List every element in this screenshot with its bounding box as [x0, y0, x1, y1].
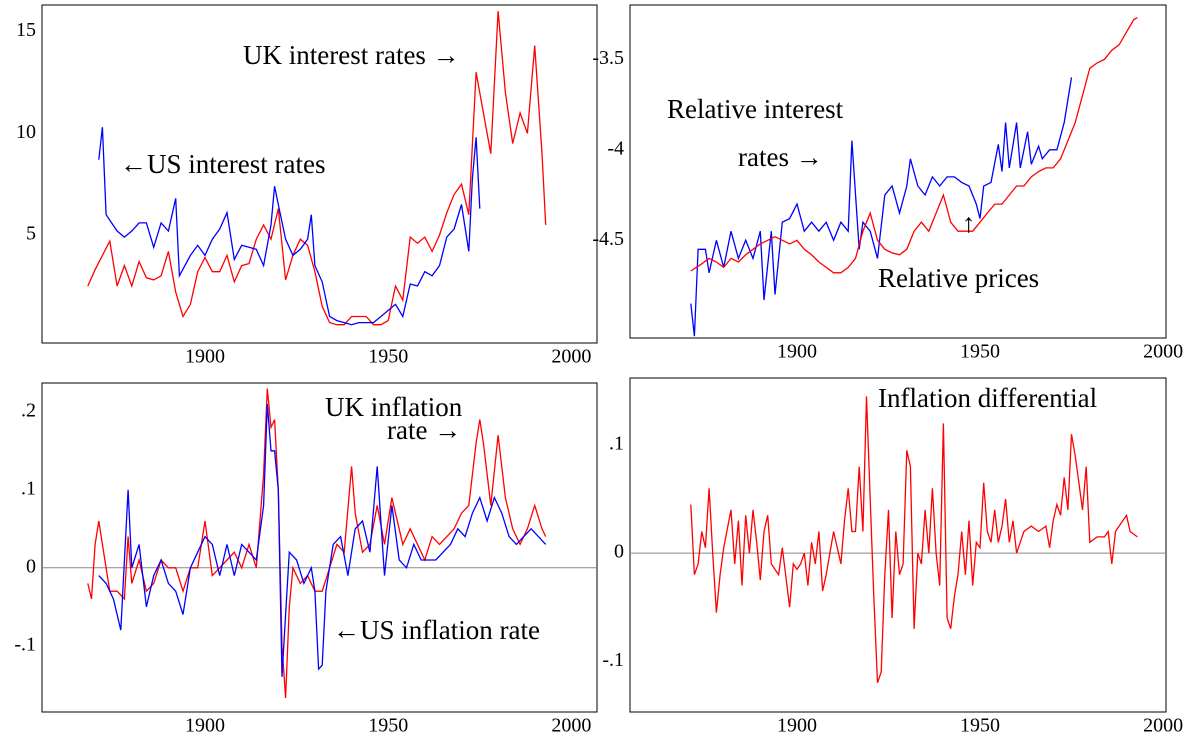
plot-frame: [41, 4, 598, 344]
x-tick-label: 1900: [777, 341, 817, 363]
annotation: Relative interest: [667, 94, 844, 124]
x-tick-label: 1900: [185, 346, 225, 368]
annotation: rates →: [738, 142, 823, 172]
x-tick-label: 2000: [1143, 341, 1183, 363]
series-line: [98, 127, 481, 326]
x-tick-label: 1950: [368, 346, 408, 368]
y-tick-label: -.1: [14, 633, 36, 655]
series-line: [690, 396, 1138, 684]
plot-frame: [41, 382, 598, 713]
y-tick-label: .1: [609, 433, 624, 455]
x-tick-label: 2000: [551, 346, 591, 368]
y-tick-label: .2: [21, 399, 36, 421]
series-line: [98, 403, 547, 677]
y-tick-label: -4: [607, 137, 624, 159]
plot-frame: [629, 4, 1167, 339]
x-tick-label: 1950: [960, 341, 1000, 363]
x-tick-label: 1950: [368, 715, 408, 737]
annotation: Relative prices: [878, 263, 1039, 293]
annotation: ←US interest rates: [120, 149, 325, 179]
x-tick-label: 1900: [185, 715, 225, 737]
annotation: ↑: [962, 208, 976, 238]
y-tick-label: 10: [16, 121, 36, 143]
series-line: [690, 17, 1138, 274]
y-tick-label: 15: [16, 19, 36, 41]
y-tick-label: -.1: [602, 649, 624, 671]
annotation: ←US inflation rate: [333, 615, 540, 645]
series-line: [690, 77, 1073, 337]
y-tick-label: .1: [21, 477, 36, 499]
x-tick-label: 2000: [1143, 715, 1183, 737]
y-tick-label: 0: [26, 555, 36, 577]
y-tick-label: 5: [26, 223, 36, 245]
y-tick-label: -3.5: [592, 47, 624, 69]
series-line: [87, 11, 547, 326]
x-tick-label: 2000: [551, 715, 591, 737]
y-tick-label: -4.5: [592, 228, 624, 250]
annotation: UK interest rates →: [243, 40, 460, 70]
y-tick-label: 0: [614, 541, 624, 563]
x-tick-label: 1900: [777, 715, 817, 737]
annotation: Inflation differential: [878, 383, 1097, 413]
series-line: [87, 388, 547, 699]
plot-frame: [629, 377, 1167, 713]
annotation: UK inflation: [325, 392, 463, 422]
x-tick-label: 1950: [960, 715, 1000, 737]
annotation: rate →: [387, 415, 461, 445]
